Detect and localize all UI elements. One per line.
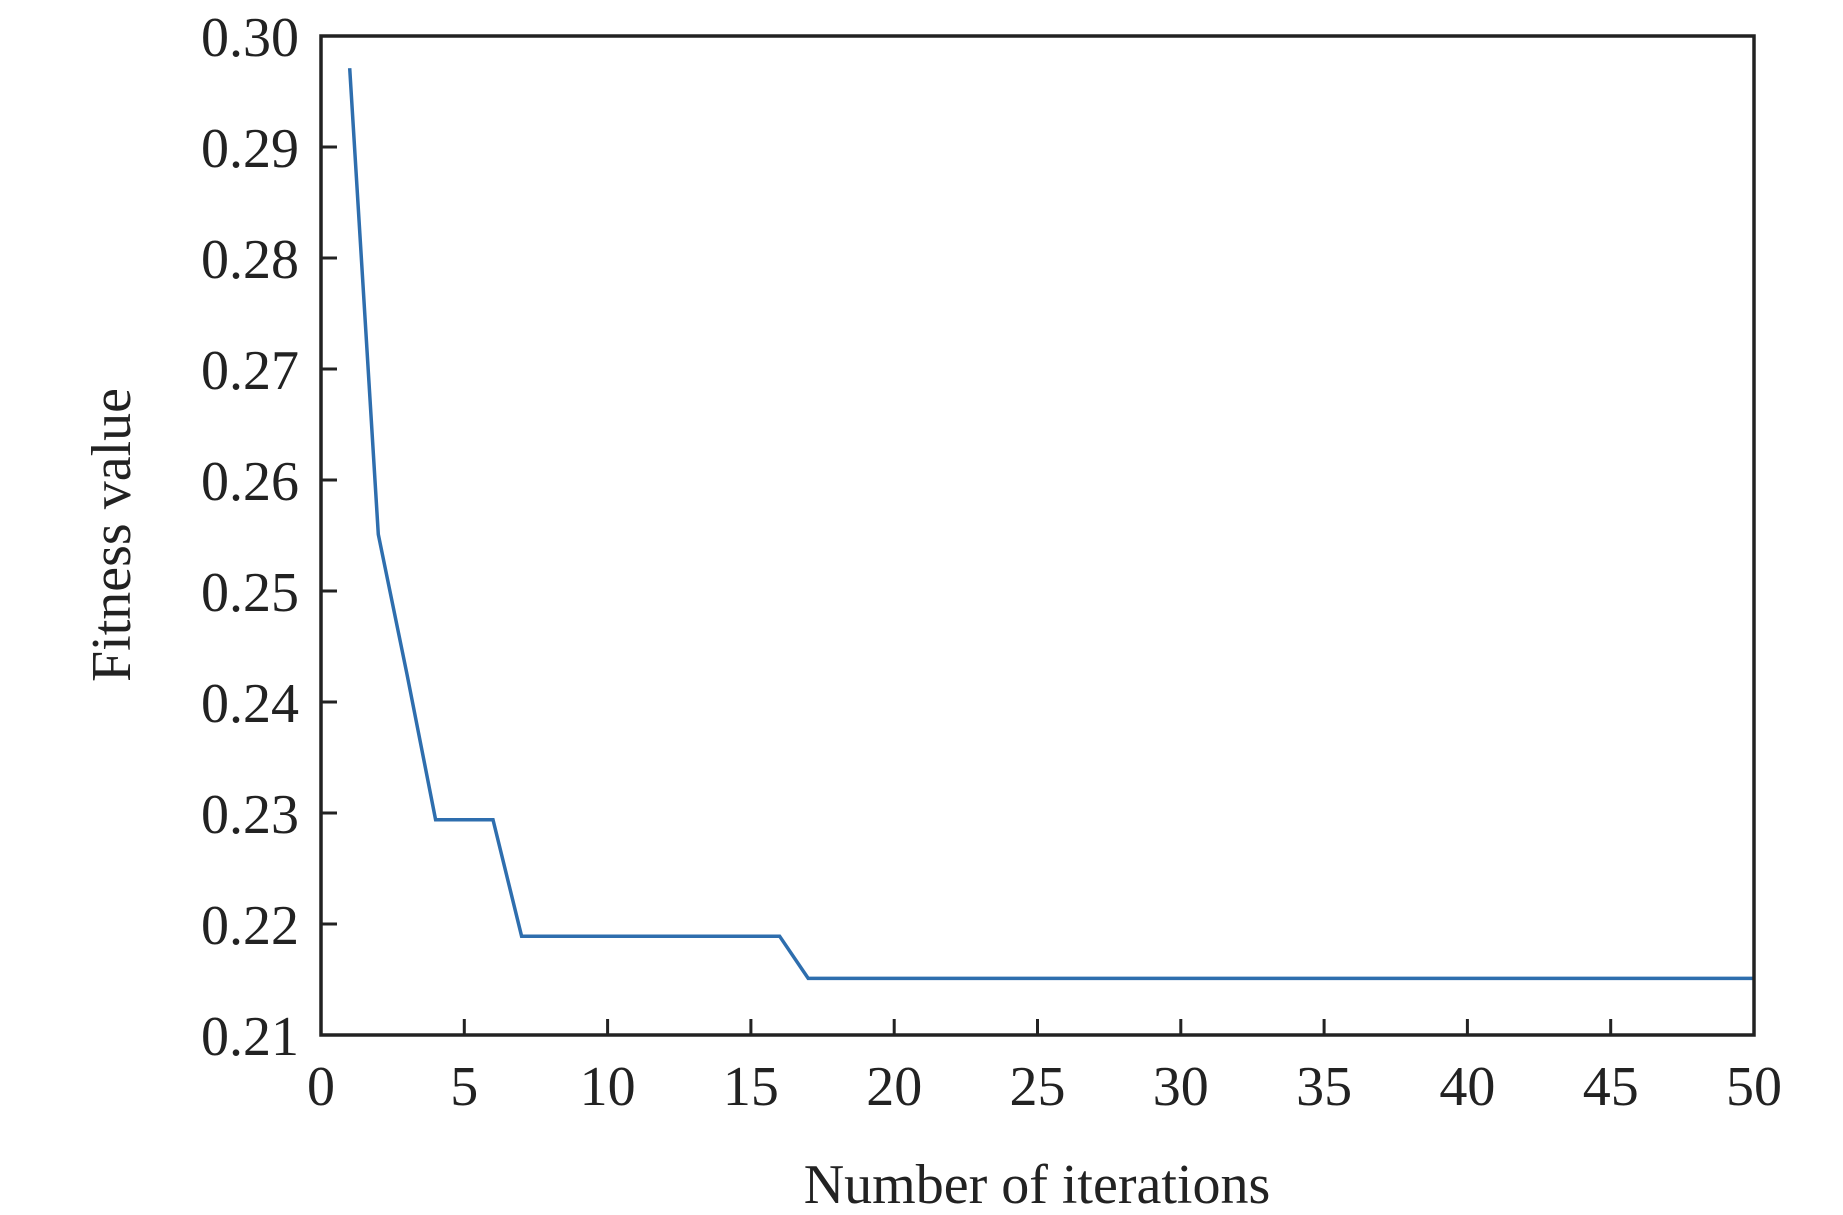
x-tick-label: 25 [1010,1056,1066,1118]
y-tick-label: 0.23 [201,784,299,846]
x-tick-label: 30 [1153,1056,1209,1118]
y-tick-label: 0.28 [201,229,299,291]
x-tick-label: 50 [1726,1056,1782,1118]
x-tick-label: 15 [723,1056,779,1118]
y-tick-label: 0.27 [201,340,299,402]
x-tick-label: 10 [580,1056,636,1118]
x-axis-label: Number of iterations [804,1154,1271,1215]
y-axis-label: Fitness value [81,388,143,682]
x-tick-label: 0 [307,1056,335,1118]
y-tick-label: 0.30 [201,7,299,69]
y-tick-label: 0.29 [201,118,299,180]
y-axis: 0.21 0.22 0.23 0.24 0.25 0.26 0.27 0.28 0.29 0.30 [201,7,337,1068]
x-axis: 0 5 10 15 20 25 30 35 40 45 50 [307,1019,1782,1118]
y-tick-label: 0.22 [201,895,299,957]
x-tick-label: 5 [450,1056,478,1118]
y-tick-label: 0.26 [201,451,299,513]
x-tick-label: 20 [866,1056,922,1118]
x-tick-label: 35 [1296,1056,1352,1118]
y-tick-label: 0.21 [201,1006,299,1068]
plot-frame [319,34,1756,1037]
x-tick-label: 40 [1439,1056,1495,1118]
y-tick-label: 0.24 [201,673,299,735]
y-tick-label: 0.25 [201,562,299,624]
series-line-fitness [347,68,1754,981]
x-tick-label: 45 [1583,1056,1639,1118]
